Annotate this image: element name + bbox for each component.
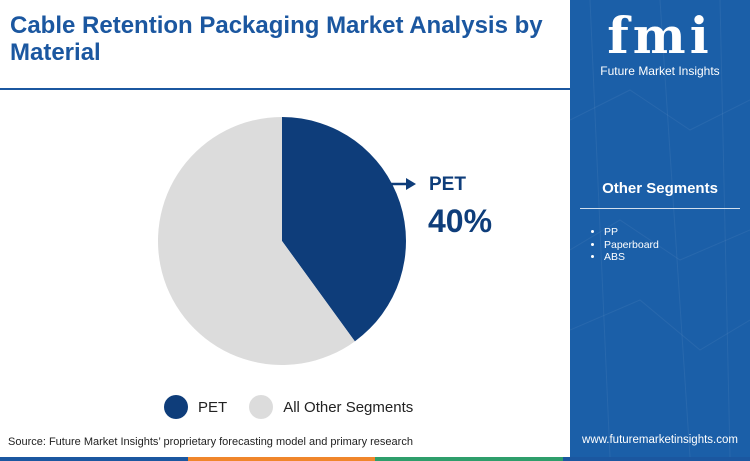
title-divider (0, 88, 570, 90)
chart-title: Cable Retention Packaging Market Analysi… (10, 12, 543, 66)
bottom-bar-segment (187, 457, 375, 461)
fmi-logo: fmi Future Market Insights (570, 6, 750, 79)
callout-arrow-head (406, 178, 416, 190)
logo-letters: fmi (607, 6, 713, 65)
sidebar: fmi Future Market Insights Other Segment… (570, 0, 750, 457)
callout-label: PET (429, 174, 466, 195)
pie-slice-all-other-segments (157, 117, 355, 365)
logo-company-name: Future Market Insights (600, 64, 720, 78)
sidebar-pattern (570, 0, 750, 457)
bottom-color-bar (0, 457, 750, 461)
bottom-bar-segment (0, 457, 188, 461)
other-segments-list: PP Paperboard ABS (590, 226, 659, 264)
pie-slices (157, 117, 406, 365)
bottom-bar-segment (562, 457, 750, 461)
legend-swatch-pet (164, 395, 188, 419)
sidebar-divider (580, 208, 740, 209)
legend-item-pet: PET (164, 395, 227, 419)
source-note: Source: Future Market Insights’ propriet… (8, 436, 413, 448)
bottom-bar-segment (375, 457, 563, 461)
legend-item-other: All Other Segments (249, 395, 413, 419)
pie-slice-pet (282, 117, 406, 342)
segment-item: ABS (604, 251, 659, 264)
legend-swatch-other (249, 395, 274, 419)
callout-value: 40% (428, 203, 493, 239)
legend-label-other: All Other Segments (283, 398, 414, 416)
other-segments-heading: Other Segments (602, 180, 718, 197)
website-url: www.futuremarketinsights.com (582, 434, 738, 446)
pie-chart (157, 117, 416, 365)
segment-item: PP (604, 226, 659, 239)
chart-legend: PET All Other Segments (164, 395, 435, 419)
segment-item: Paperboard (604, 239, 659, 252)
legend-label-pet: PET (198, 398, 228, 416)
